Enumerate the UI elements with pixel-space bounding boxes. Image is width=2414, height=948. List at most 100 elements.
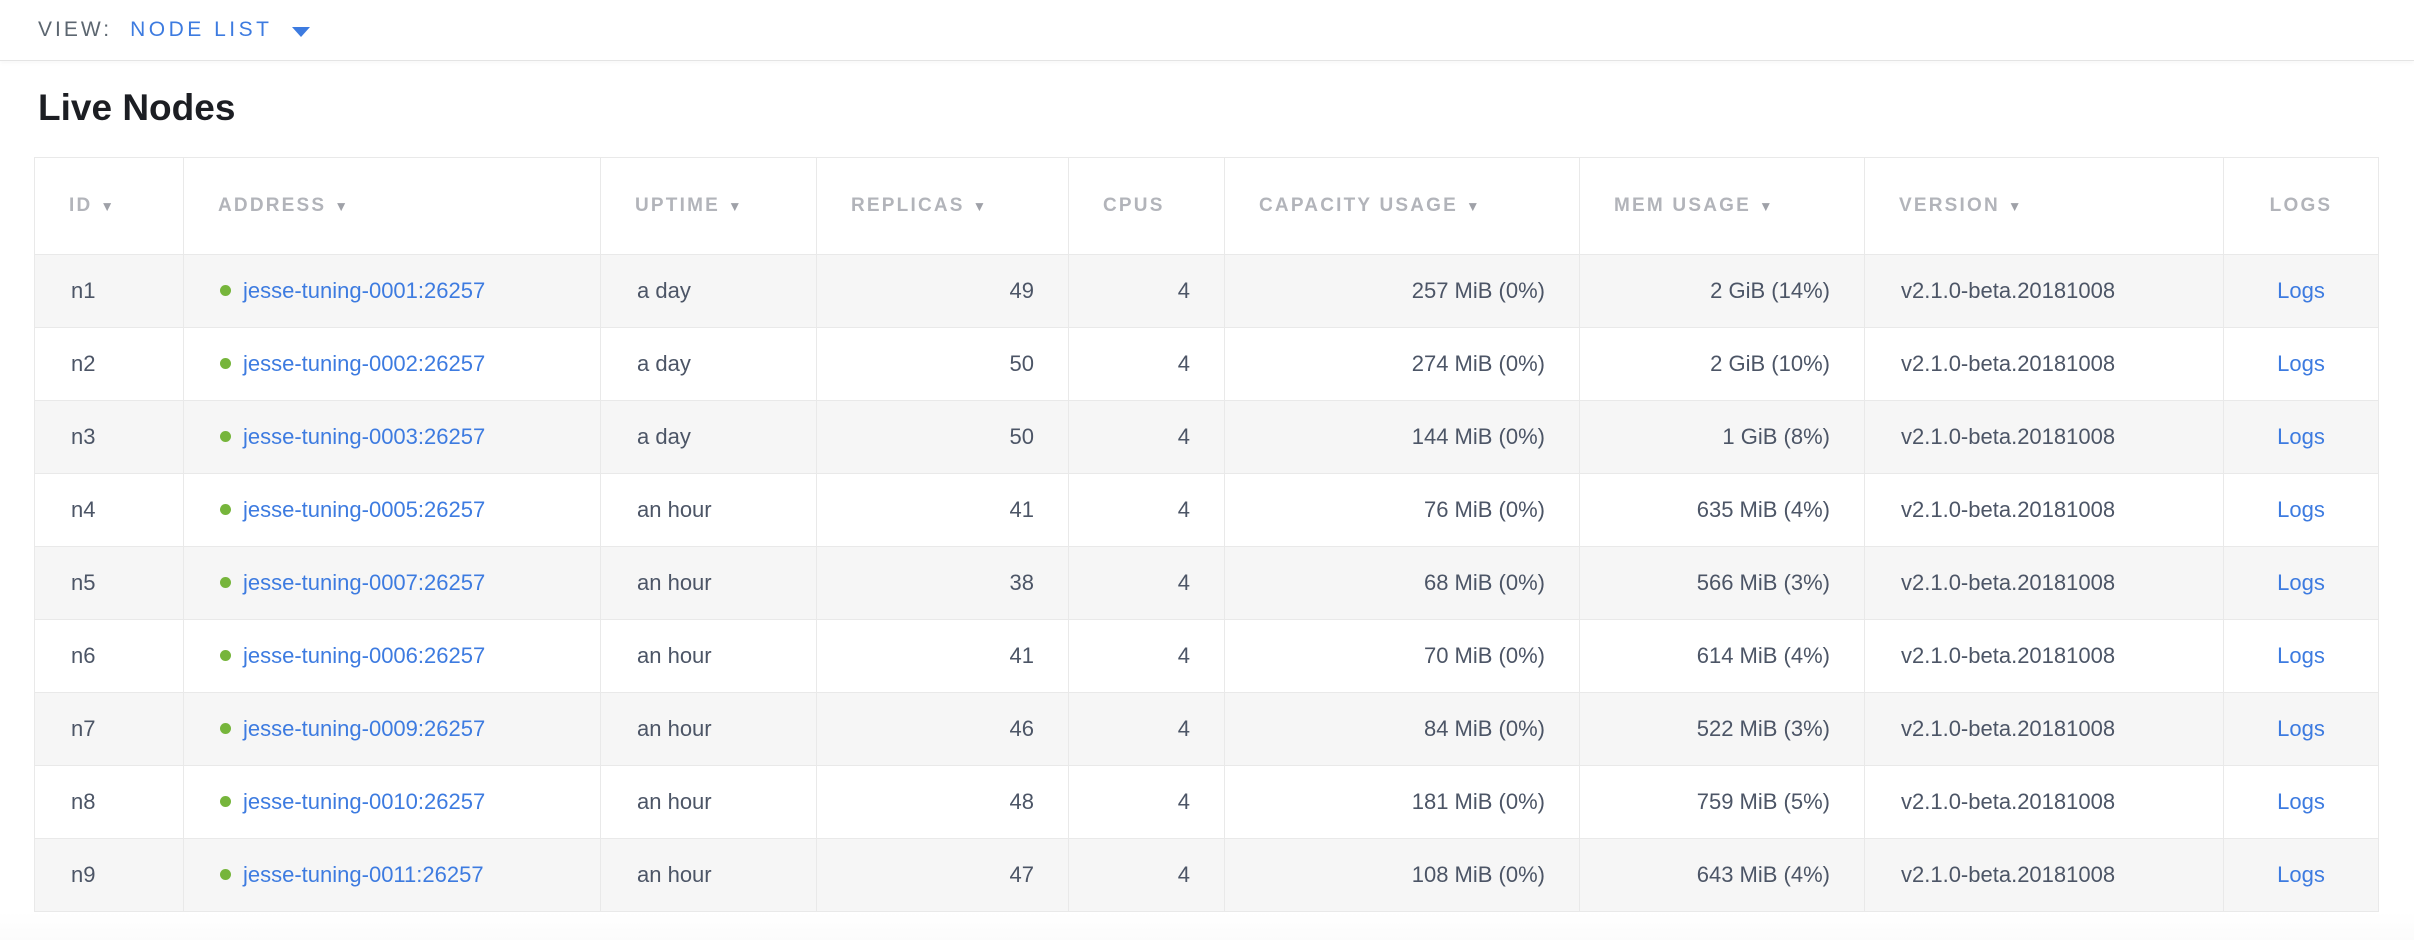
cell-capacity: 84 MiB (0%)	[1224, 692, 1580, 766]
col-header-logs: LOGS	[2223, 157, 2379, 255]
cell-capacity: 76 MiB (0%)	[1224, 473, 1580, 547]
table-row: n4 jesse-tuning-0005:26257 an hour 41 4 76 Mi…	[34, 473, 2379, 547]
cell-id: n2	[34, 327, 184, 401]
cell-id: n6	[34, 619, 184, 693]
cell-mem: 759 MiB (5%)	[1579, 765, 1865, 839]
cell-capacity: 70 MiB (0%)	[1224, 619, 1580, 693]
cell-replicas: 41	[816, 473, 1069, 547]
sort-caret-icon: ▼	[334, 199, 348, 214]
col-header-label: ID	[69, 195, 93, 216]
cell-cpus: 4	[1068, 327, 1225, 401]
cell-logs: Logs	[2223, 327, 2379, 401]
node-logs-link[interactable]: Logs	[2277, 643, 2325, 668]
node-address-link[interactable]: jesse-tuning-0001:26257	[243, 278, 486, 303]
cell-id: n8	[34, 765, 184, 839]
node-address-link[interactable]: jesse-tuning-0009:26257	[243, 716, 486, 741]
cell-id: n5	[34, 546, 184, 620]
cell-mem: 2 GiB (14%)	[1579, 254, 1865, 328]
cell-replicas: 46	[816, 692, 1069, 766]
cell-uptime: a day	[600, 327, 817, 401]
view-selector-dropdown[interactable]: NODE LIST	[130, 18, 311, 42]
table-row: n1 jesse-tuning-0001:26257 a day 49 4 257 MiB…	[34, 254, 2379, 328]
cell-address: jesse-tuning-0010:26257	[183, 765, 601, 839]
live-nodes-table: ID ▼ ADDRESS ▼ UPTIME ▼ REPLICAS ▼ CPUS CAPACITY …	[34, 157, 2379, 912]
cell-id: n1	[34, 254, 184, 328]
cell-address: jesse-tuning-0009:26257	[183, 692, 601, 766]
node-live-status-icon	[220, 577, 231, 588]
node-address-link[interactable]: jesse-tuning-0002:26257	[243, 351, 486, 376]
node-live-status-icon	[220, 869, 231, 880]
col-header-uptime[interactable]: UPTIME ▼	[600, 157, 817, 255]
col-header-label: MEM USAGE	[1614, 195, 1751, 216]
node-address-link[interactable]: jesse-tuning-0003:26257	[243, 424, 486, 449]
col-header-version[interactable]: VERSION ▼	[1864, 157, 2224, 255]
node-logs-link[interactable]: Logs	[2277, 497, 2325, 522]
node-live-status-icon	[220, 431, 231, 442]
node-address-link[interactable]: jesse-tuning-0006:26257	[243, 643, 486, 668]
cell-mem: 614 MiB (4%)	[1579, 619, 1865, 693]
node-address-link[interactable]: jesse-tuning-0007:26257	[243, 570, 486, 595]
node-address-link[interactable]: jesse-tuning-0005:26257	[243, 497, 486, 522]
cell-id: n7	[34, 692, 184, 766]
table-row: n8 jesse-tuning-0010:26257 an hour 48 4 181 M…	[34, 765, 2379, 839]
cell-uptime: an hour	[600, 692, 817, 766]
cell-version: v2.1.0-beta.20181008	[1864, 546, 2224, 620]
cell-replicas: 47	[816, 838, 1069, 912]
cell-mem: 1 GiB (8%)	[1579, 400, 1865, 474]
col-header-replicas[interactable]: REPLICAS ▼	[816, 157, 1069, 255]
table-row: n3 jesse-tuning-0003:26257 a day 50 4 144 MiB…	[34, 400, 2379, 474]
cell-address: jesse-tuning-0003:26257	[183, 400, 601, 474]
cell-version: v2.1.0-beta.20181008	[1864, 400, 2224, 474]
cell-logs: Logs	[2223, 692, 2379, 766]
table-header: ID ▼ ADDRESS ▼ UPTIME ▼ REPLICAS ▼ CPUS CAPACITY …	[34, 157, 2379, 255]
cell-logs: Logs	[2223, 400, 2379, 474]
cell-cpus: 4	[1068, 546, 1225, 620]
col-header-capacity[interactable]: CAPACITY USAGE ▼	[1224, 157, 1580, 255]
view-selected-value[interactable]: NODE LIST	[130, 18, 273, 41]
cell-address: jesse-tuning-0011:26257	[183, 838, 601, 912]
node-logs-link[interactable]: Logs	[2277, 570, 2325, 595]
table-row: n5 jesse-tuning-0007:26257 an hour 38 4 68 Mi…	[34, 546, 2379, 620]
col-header-id[interactable]: ID ▼	[34, 157, 184, 255]
cell-mem: 643 MiB (4%)	[1579, 838, 1865, 912]
node-address-link[interactable]: jesse-tuning-0010:26257	[243, 789, 486, 814]
node-logs-link[interactable]: Logs	[2277, 789, 2325, 814]
cell-address: jesse-tuning-0007:26257	[183, 546, 601, 620]
cell-capacity: 68 MiB (0%)	[1224, 546, 1580, 620]
cell-replicas: 41	[816, 619, 1069, 693]
cell-address: jesse-tuning-0002:26257	[183, 327, 601, 401]
cell-version: v2.1.0-beta.20181008	[1864, 254, 2224, 328]
cell-uptime: an hour	[600, 838, 817, 912]
table-body: n1 jesse-tuning-0001:26257 a day 49 4 257 MiB…	[34, 254, 2379, 912]
cell-uptime: an hour	[600, 473, 817, 547]
sort-caret-icon: ▼	[100, 199, 114, 214]
cell-id: n9	[34, 838, 184, 912]
cell-logs: Logs	[2223, 254, 2379, 328]
cell-address: jesse-tuning-0005:26257	[183, 473, 601, 547]
cell-cpus: 4	[1068, 619, 1225, 693]
cell-logs: Logs	[2223, 546, 2379, 620]
sort-caret-icon: ▼	[1758, 199, 1773, 214]
cell-uptime: a day	[600, 400, 817, 474]
col-header-address[interactable]: ADDRESS ▼	[183, 157, 601, 255]
node-logs-link[interactable]: Logs	[2277, 862, 2325, 887]
col-header-label: UPTIME	[635, 195, 720, 216]
cell-cpus: 4	[1068, 765, 1225, 839]
sort-caret-icon: ▼	[1466, 199, 1480, 214]
node-logs-link[interactable]: Logs	[2277, 424, 2325, 449]
col-header-label: LOGS	[2269, 195, 2333, 216]
node-live-status-icon	[220, 358, 231, 369]
cell-replicas: 48	[816, 765, 1069, 839]
node-address-link[interactable]: jesse-tuning-0011:26257	[243, 862, 484, 887]
col-header-label: REPLICAS	[851, 195, 965, 216]
cell-version: v2.1.0-beta.20181008	[1864, 619, 2224, 693]
cell-version: v2.1.0-beta.20181008	[1864, 838, 2224, 912]
cell-capacity: 257 MiB (0%)	[1224, 254, 1580, 328]
col-header-label: CPUS	[1103, 195, 1165, 216]
node-logs-link[interactable]: Logs	[2277, 278, 2325, 303]
cell-version: v2.1.0-beta.20181008	[1864, 473, 2224, 547]
node-logs-link[interactable]: Logs	[2277, 351, 2325, 376]
cell-logs: Logs	[2223, 619, 2379, 693]
node-logs-link[interactable]: Logs	[2277, 716, 2325, 741]
col-header-mem[interactable]: MEM USAGE ▼	[1579, 157, 1865, 255]
